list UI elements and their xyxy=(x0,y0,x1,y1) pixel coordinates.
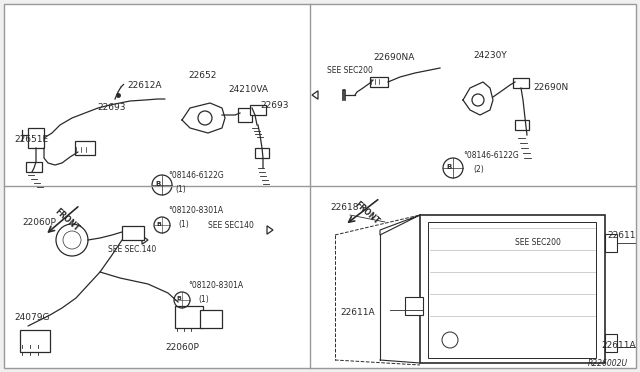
Text: 22690N: 22690N xyxy=(533,83,568,92)
Text: °08146-6122G: °08146-6122G xyxy=(463,151,519,160)
Text: (1): (1) xyxy=(198,295,209,304)
Text: 22618: 22618 xyxy=(330,203,358,212)
Polygon shape xyxy=(267,226,273,234)
Text: 22611A: 22611A xyxy=(340,308,375,317)
Text: 22611A: 22611A xyxy=(602,341,636,350)
Bar xyxy=(428,222,596,358)
Text: B: B xyxy=(177,296,181,301)
Text: 22612A: 22612A xyxy=(127,81,161,90)
Text: 22060P: 22060P xyxy=(165,343,199,352)
Text: °08120-8301A: °08120-8301A xyxy=(188,281,243,290)
Text: B: B xyxy=(446,164,452,170)
Bar xyxy=(255,148,269,158)
Text: °08120-8301A: °08120-8301A xyxy=(168,206,223,215)
Text: 24079G: 24079G xyxy=(14,313,49,322)
Bar xyxy=(122,226,144,240)
Text: 22693: 22693 xyxy=(97,103,125,112)
Bar xyxy=(20,330,50,352)
Text: 22693: 22693 xyxy=(260,101,289,110)
Text: 24210VA: 24210VA xyxy=(228,85,268,94)
Text: SEE SEC200: SEE SEC200 xyxy=(515,238,561,247)
Text: FRONT: FRONT xyxy=(53,207,81,233)
Text: SEE SEC200: SEE SEC200 xyxy=(327,66,373,75)
Bar xyxy=(515,120,529,130)
Bar xyxy=(370,77,388,87)
Bar xyxy=(405,297,423,315)
Text: (1): (1) xyxy=(178,220,189,229)
Text: FRONT: FRONT xyxy=(353,200,381,226)
Text: SEE SEC140: SEE SEC140 xyxy=(208,221,254,230)
Bar xyxy=(238,108,252,122)
Text: (1): (1) xyxy=(175,185,186,194)
Text: (2): (2) xyxy=(473,165,484,174)
Bar xyxy=(250,105,266,115)
Bar xyxy=(75,141,95,155)
Text: 22651E: 22651E xyxy=(14,135,48,144)
Bar xyxy=(605,234,617,252)
Bar xyxy=(605,334,617,352)
Bar xyxy=(28,128,44,148)
Polygon shape xyxy=(312,91,318,99)
Text: B: B xyxy=(157,221,161,227)
Text: 22652: 22652 xyxy=(188,71,216,80)
Bar xyxy=(200,310,222,328)
Polygon shape xyxy=(527,234,533,242)
Polygon shape xyxy=(142,236,148,244)
Text: B: B xyxy=(156,181,161,187)
Text: 22060P: 22060P xyxy=(22,218,56,227)
Text: 22690NA: 22690NA xyxy=(373,53,414,62)
Bar xyxy=(26,162,42,172)
Bar xyxy=(513,78,529,88)
Text: °08146-6122G: °08146-6122G xyxy=(168,171,224,180)
Text: 24230Y: 24230Y xyxy=(473,51,507,60)
Text: R226002U: R226002U xyxy=(588,359,628,368)
Bar xyxy=(420,215,605,363)
Text: 22611: 22611 xyxy=(607,231,636,240)
Bar xyxy=(175,306,203,328)
Text: SEE SEC.140: SEE SEC.140 xyxy=(108,244,156,253)
